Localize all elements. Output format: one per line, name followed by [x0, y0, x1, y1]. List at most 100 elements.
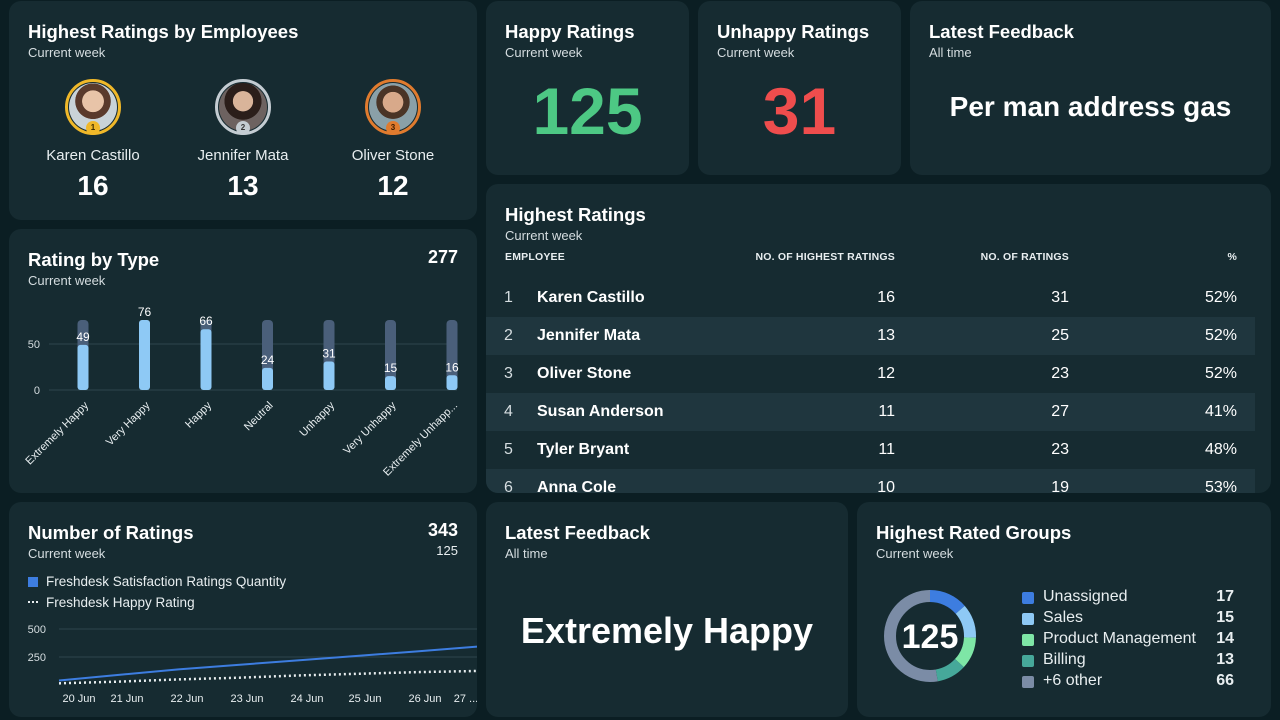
group-label: Billing — [1043, 651, 1086, 668]
group-swatch — [1022, 655, 1034, 667]
group-swatch — [1022, 676, 1034, 688]
column-header-percent[interactable]: % — [1227, 251, 1237, 263]
x-tick-label: 21 Jun — [110, 693, 143, 705]
y-tick-label: 500 — [28, 624, 46, 636]
row-ratings: 23 — [1051, 441, 1069, 458]
bar — [262, 367, 273, 390]
column-header-employee[interactable]: EMPLOYEE — [505, 251, 565, 263]
highest-ratings-title: Highest Ratings — [505, 204, 646, 225]
row-index: 6 — [504, 479, 513, 493]
group-item[interactable]: Product Management 14 — [1022, 630, 1234, 651]
row-percent: 52% — [1204, 289, 1237, 306]
employee-name: Karen Castillo — [46, 147, 140, 164]
x-tick-label: 27 ... — [454, 693, 477, 705]
table-row[interactable]: 5 Tyler Bryant 11 23 48% — [486, 431, 1255, 469]
row-ratings: 19 — [1051, 479, 1069, 493]
latest-feedback-bottom-title: Latest Feedback — [505, 522, 650, 543]
bar-value-label: 66 — [199, 314, 213, 328]
unhappy-ratings-title: Unhappy Ratings — [717, 21, 870, 42]
column-header-highest-ratings[interactable]: NO. OF HIGHEST RATINGS — [755, 251, 895, 263]
legend-label: Freshdesk Satisfaction Ratings Quantity — [46, 574, 287, 589]
group-item[interactable]: Sales 15 — [1022, 609, 1234, 630]
latest-feedback-top-subtitle: All time — [929, 45, 972, 60]
bar — [385, 376, 396, 390]
bar-value-label: 76 — [138, 305, 152, 319]
latest-feedback-bottom-subtitle: All time — [505, 546, 548, 561]
highest-ratings-subtitle: Current week — [505, 228, 583, 243]
rank-badge: 3 — [386, 121, 400, 135]
column-header-ratings[interactable]: NO. OF RATINGS — [980, 251, 1069, 263]
legend-quantity[interactable]: Freshdesk Satisfaction Ratings Quantity — [28, 574, 286, 589]
row-percent: 41% — [1204, 403, 1237, 420]
x-category-label: Very Happy — [104, 399, 153, 448]
row-highest: 11 — [878, 441, 895, 458]
x-category-label: Unhappy — [297, 399, 337, 439]
bar-track — [385, 320, 396, 390]
table-row[interactable]: 1 Karen Castillo 16 31 52% — [486, 279, 1255, 317]
group-item[interactable]: +6 other 66 — [1022, 672, 1234, 693]
group-value: 13 — [1216, 651, 1234, 668]
row-employee: Susan Anderson — [537, 403, 664, 420]
row-percent: 52% — [1204, 327, 1237, 344]
table-row[interactable]: 2 Jennifer Mata 13 25 52% — [486, 317, 1255, 355]
groups-donut-center-value: 125 — [901, 618, 959, 656]
row-highest: 10 — [877, 479, 895, 493]
highest-rated-groups-title: Highest Rated Groups — [876, 522, 1072, 543]
rank-badge: 2 — [236, 121, 250, 135]
avatar: 1 — [65, 79, 121, 135]
happy-ratings-value: 125 — [532, 74, 643, 148]
legend-swatch — [28, 577, 38, 587]
row-employee: Oliver Stone — [537, 365, 632, 382]
x-category-label: Happy — [183, 399, 214, 430]
row-highest: 16 — [877, 289, 895, 306]
highest-rated-groups-subtitle: Current week — [876, 546, 954, 561]
group-item[interactable]: Billing 13 — [1022, 651, 1234, 672]
avatar: 2 — [215, 79, 271, 135]
x-category-label: Very Unhappy — [341, 399, 399, 457]
rating-by-type-total: 277 — [427, 247, 458, 267]
bar — [200, 329, 212, 390]
group-value: 17 — [1216, 588, 1234, 605]
rating-by-type-subtitle: Current week — [28, 273, 106, 288]
rating-by-type-title: Rating by Type — [28, 249, 160, 270]
row-index: 2 — [504, 327, 513, 344]
employee-third[interactable]: 3 Oliver Stone 12 — [318, 79, 468, 202]
group-item[interactable]: Unassigned 17 — [1022, 588, 1234, 609]
x-tick-label: 22 Jun — [170, 693, 203, 705]
row-highest: 11 — [878, 403, 895, 420]
number-of-ratings-secondary: 125 — [436, 543, 458, 558]
row-ratings: 31 — [1051, 289, 1069, 306]
highest-rated-groups-card: Highest Rated Groups Current week 125 Un… — [857, 502, 1271, 717]
employees-card-subtitle: Current week — [28, 45, 106, 60]
bar-value-label: 16 — [445, 360, 459, 374]
employees-card: Highest Ratings by Employees Current wee… — [9, 1, 477, 220]
group-value: 15 — [1216, 609, 1234, 626]
table-row[interactable]: 6 Anna Cole 10 19 53% — [486, 469, 1255, 493]
rank-badge: 1 — [86, 121, 100, 135]
employee-value: 12 — [377, 170, 409, 201]
row-employee: Anna Cole — [537, 479, 617, 493]
x-category-label: Neutral — [242, 400, 276, 434]
employee-second[interactable]: 2 Jennifer Mata 13 — [168, 79, 318, 202]
number-of-ratings-title: Number of Ratings — [28, 522, 194, 543]
group-label: Product Management — [1043, 630, 1196, 647]
bar — [77, 344, 89, 390]
avatar: 3 — [365, 79, 421, 135]
y-tick-label: 50 — [28, 339, 40, 351]
table-row[interactable]: 3 Oliver Stone 12 23 52% — [486, 355, 1255, 393]
row-employee: Jennifer Mata — [537, 327, 641, 344]
latest-feedback-top-card: Latest Feedback All time Per man address… — [910, 1, 1271, 175]
legend-label: Freshdesk Happy Rating — [46, 595, 195, 610]
group-value: 14 — [1216, 630, 1234, 647]
y-tick-label: 0 — [34, 385, 40, 397]
x-category-label: Extremely Happy — [23, 399, 91, 467]
number-of-ratings-subtitle: Current week — [28, 546, 106, 561]
bar-value-label: 24 — [261, 353, 275, 367]
table-row[interactable]: 4 Susan Anderson 11 27 41% — [486, 393, 1255, 431]
employee-first[interactable]: 1 Karen Castillo 16 — [18, 79, 168, 202]
legend-happy[interactable]: Freshdesk Happy Rating — [28, 595, 195, 610]
bar — [323, 361, 335, 390]
employees-card-title: Highest Ratings by Employees — [28, 21, 299, 42]
group-label: Sales — [1043, 609, 1084, 626]
bar-value-label: 49 — [76, 330, 90, 344]
